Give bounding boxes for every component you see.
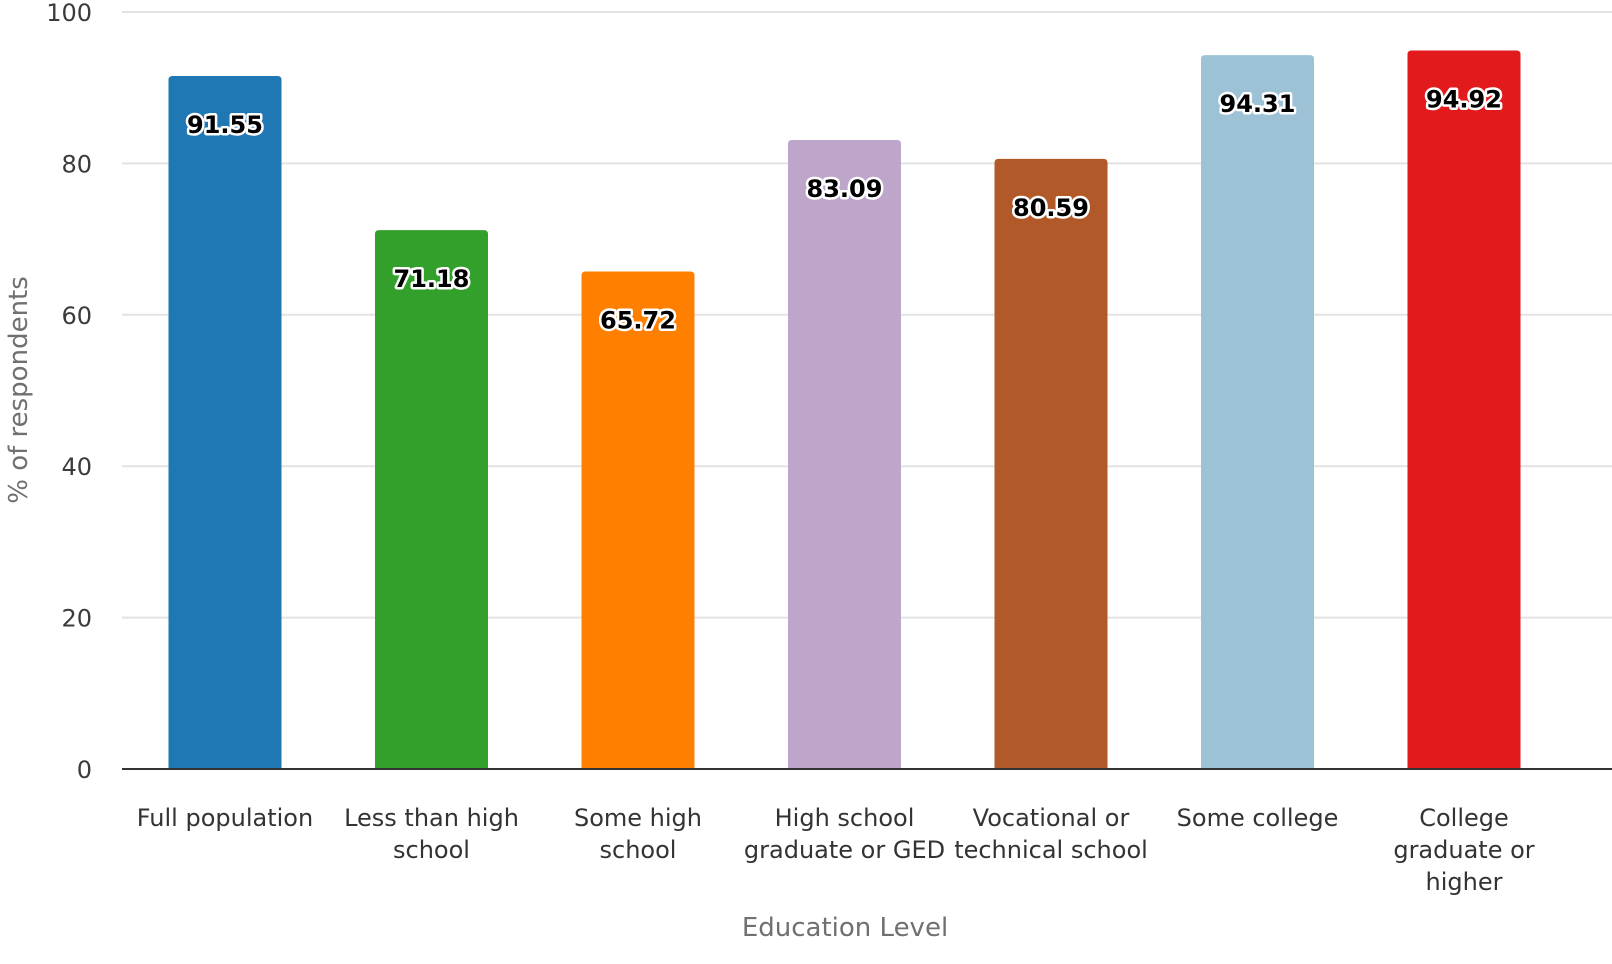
x-category-label: Vocational or technical school [954,804,1148,864]
x-axis-category-labels: Full population Less than high school Some … [137,804,1535,896]
bar [994,158,1108,769]
bar [1201,55,1314,769]
bar [1407,50,1521,769]
y-axis-ticks: 0 20 40 60 80 100 [46,0,92,784]
x-category-label: Some college [1177,804,1339,832]
y-tick-label: 40 [61,453,92,481]
data-label: 80.59 [1013,194,1089,222]
data-labels: 91.55 71.18 65.72 83.09 80.59 94.31 94.92 [185,83,1505,337]
x-category-label: High school graduate or GED [744,804,945,864]
bars [168,50,1521,770]
y-tick-label: 60 [61,302,92,330]
y-axis-title: % of respondents [4,276,34,504]
data-label: 94.31 [1220,90,1296,118]
bar [375,230,488,769]
bar [788,140,901,770]
y-tick-label: 100 [46,0,92,27]
x-category-label: Full population [137,804,313,832]
data-label: 83.09 [807,175,883,203]
x-axis-title: Education Level [742,913,948,943]
data-label: 71.18 [394,265,470,293]
data-label: 94.92 [1426,85,1502,113]
y-tick-label: 0 [77,756,92,784]
bar [168,75,282,770]
x-category-label: Some high school [574,804,702,864]
y-tick-label: 20 [61,605,92,633]
y-tick-label: 80 [61,150,92,178]
x-category-label: College graduate or higher [1393,804,1534,896]
x-category-label: Less than high school [344,804,519,864]
bar [581,271,695,769]
data-label: 65.72 [600,306,676,334]
data-label: 91.55 [187,111,263,139]
